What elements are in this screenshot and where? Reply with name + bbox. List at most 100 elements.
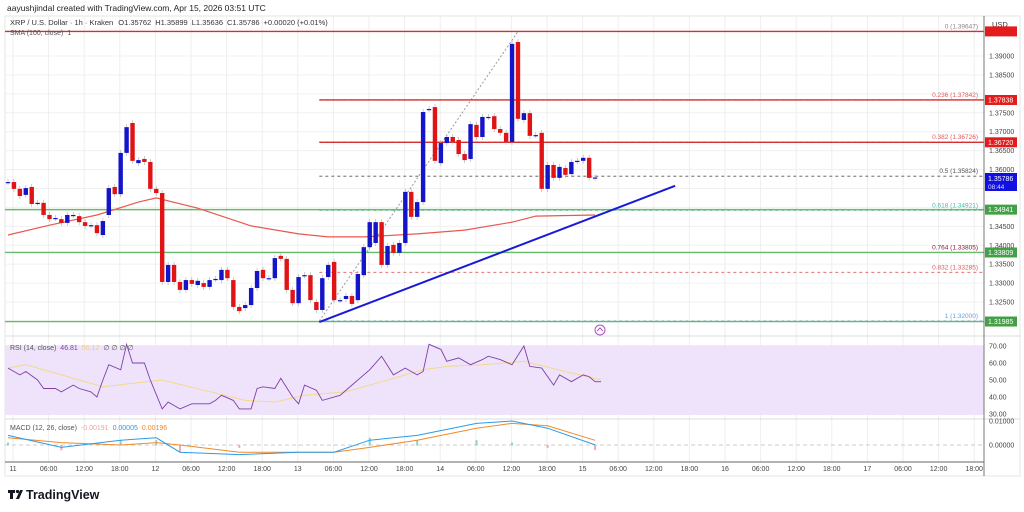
price-axis[interactable]: 1.39000 1.38500 1.37500 1.37000 1.36500 1.360… [989,54,1014,450]
time-axis[interactable]: 11 06:00 12:00 18:00 12 06:00 12:00 18:00 13 06:0… [9,466,983,473]
candle-bullish [248,288,254,306]
chart-legend: XRP / U.S. Dollar · 1h · Kraken O1.35762 H… [10,18,328,27]
fib-level-label: 0.5 (1.35824) [939,168,978,175]
price-badge [985,316,1017,327]
candle-bearish [231,280,236,307]
time-tick-label: 12:00 [930,466,948,473]
svg-text:1.35786: 1.35786 [988,176,1013,183]
macd-histogram-bar [511,442,514,446]
candle-bullish [337,300,343,302]
price-tick-label: 1.32500 [989,300,1014,307]
candle-bullish [296,277,301,304]
candle-bullish [557,166,562,178]
price-badge [985,137,1017,148]
currency-label[interactable]: USD [992,20,1008,29]
candle-bearish [59,219,64,223]
rsi-line [7,342,601,410]
candle-bearish [11,182,17,189]
candle-bullish [480,116,485,137]
candle-bearish [503,132,509,142]
macd-tick-label: 0.01000 [989,419,1014,426]
candle-bullish [35,202,40,205]
candle-bearish [154,188,159,194]
time-tick-label: 12:00 [645,466,663,473]
candle-bullish [545,165,550,189]
macd-histogram-bar [178,445,181,453]
rsi-legend[interactable]: RSI (14, close) 46.81 50.12 ∅ ∅ ∅ ∅ [10,345,134,352]
time-tick-label: 12:00 [218,466,236,473]
candle-bullish [100,221,106,236]
candle-bearish [29,186,34,204]
chart-frame [4,15,1021,477]
time-tick-label: 15 [579,466,587,473]
candle-bullish [136,160,141,164]
time-tick-label: 18:00 [396,466,414,473]
rsi-band [5,346,984,415]
candle-bearish [497,129,503,133]
time-tick-label: 18:00 [253,466,271,473]
candle-bullish [397,242,402,253]
drawings[interactable] [5,30,984,323]
macd-histogram-bar [368,437,371,446]
price-badges: 1.37838 1.36720 1.34941 1.33809 1.31985 [985,26,1017,327]
macd-histogram-bar [416,440,419,446]
price-badge-label: 1.31985 [988,319,1013,326]
candle-bearish [349,295,355,304]
candle-bearish [189,280,195,284]
macd-histogram-bar [475,440,478,446]
time-tick-label: 06:00 [467,466,485,473]
candle-bearish [586,157,592,178]
trendline[interactable] [318,184,676,324]
time-tick-label: 18:00 [823,466,841,473]
candle-bullish [106,188,112,215]
fib-labels: 0 (1.39647) 0.236 (1.37842) 0.382 (1.36726… [932,24,978,320]
candle-bullish [213,278,218,281]
candle-bearish [201,283,206,287]
candle-bullish [444,136,450,144]
candle-bullish [71,214,76,217]
candle-bearish [94,225,100,234]
candle-bullish [195,280,200,285]
candle-bearish [260,269,266,279]
time-tick-label: 18:00 [965,466,983,473]
price-badge [985,204,1017,215]
candle-bullish [243,305,248,309]
time-tick-label: 11 [9,466,16,473]
candle-bearish [474,124,479,137]
tradingview-logo[interactable]: TradingView [8,488,100,502]
candle-bullish [569,161,574,175]
candle-bearish [379,222,384,265]
candle-bearish [177,281,183,290]
candle-bullish [385,246,390,265]
candle-bullish [320,278,325,310]
time-tick-label: 18:00 [538,466,556,473]
tradingview-brand: TradingView [26,488,100,502]
candle-bullish [272,258,278,279]
price-tick-label: 1.36000 [989,167,1014,174]
price-badge-label: 1.34941 [988,207,1013,214]
current-price-badge: 1.35786 08:44 [985,173,1017,191]
rsi-tick-label: 40.00 [989,395,1007,402]
time-tick-label: 06:00 [752,466,770,473]
candle-bullish [575,160,580,163]
price-tick-label: 1.34500 [989,224,1014,231]
time-tick-label: 18:00 [111,466,129,473]
time-tick-label: 13 [294,466,302,473]
fib-level-label: 0.832 (1.33285) [932,264,978,271]
alert-icon[interactable] [594,324,606,336]
candle-bearish [551,165,556,178]
candle-bearish [17,188,23,197]
candle-bearish [308,275,313,301]
candle-bullish [521,113,527,120]
price-badge-label: 1.33809 [988,250,1013,257]
candle-bullish [65,214,70,223]
fib-level-label: 0 (1.39647) [945,24,978,31]
macd-legend[interactable]: MACD (12, 26, close) -0.00191 0.00005 0.001… [10,425,167,432]
candle-bullish [581,157,586,161]
candle-bullish [426,108,432,111]
fib-level-label: 0.764 (1.33805) [932,245,978,252]
price-tick-label: 1.34000 [989,243,1014,250]
sma-legend[interactable]: SMA (100, close) 1 [10,30,71,37]
rsi-tick-label: 70.00 [989,344,1007,351]
